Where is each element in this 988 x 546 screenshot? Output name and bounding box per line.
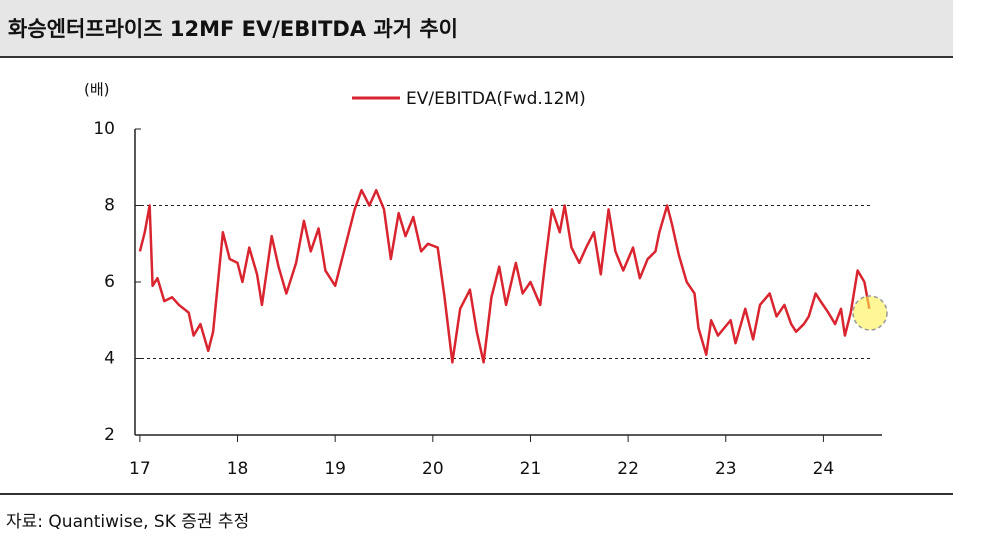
- x-tick-label: 21: [520, 459, 542, 479]
- y-tick-label: 2: [104, 425, 115, 445]
- title-bar: [0, 0, 953, 57]
- x-tick-label: 20: [422, 459, 444, 479]
- x-tick-label: 19: [324, 459, 346, 479]
- x-tick-label: 17: [129, 459, 151, 479]
- y-tick-label: 6: [104, 272, 115, 292]
- x-tick-label: 23: [715, 459, 737, 479]
- data-line: [138, 188, 871, 364]
- y-tick-label: 8: [104, 196, 115, 216]
- x-tick-label: 24: [813, 459, 835, 479]
- y-tick-label: 10: [93, 119, 115, 139]
- legend-label: EV/EBITDA(Fwd.12M): [406, 89, 586, 109]
- x-tick-label: 18: [227, 459, 249, 479]
- highlight: [852, 295, 888, 331]
- source: 자료: Quantiwise, SK 증권 추정: [6, 512, 249, 532]
- y-tick-label: 4: [104, 349, 115, 369]
- x-tick-label: 22: [617, 459, 639, 479]
- y-unit: (배): [84, 81, 110, 99]
- chart-title: 화승엔터프라이즈 12MF EV/EBITDA 과거 추이: [8, 17, 458, 41]
